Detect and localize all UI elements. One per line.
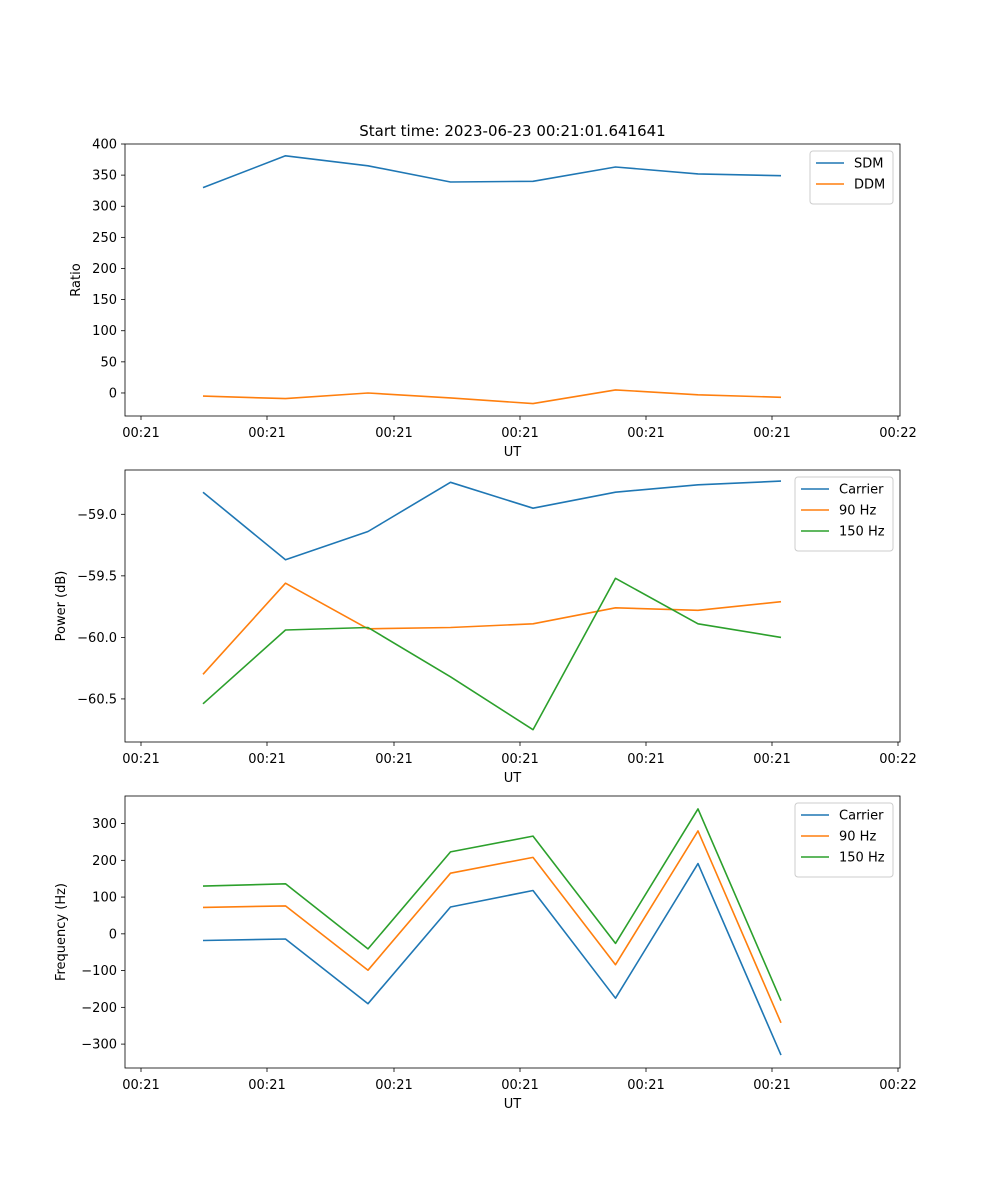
axes-frame xyxy=(124,469,901,743)
legend-entry: 150 Hz xyxy=(839,525,885,540)
y-tick-label: 100 xyxy=(92,891,117,906)
chart-panel-1: 00:21 00:21 00:21 00:21 00:21 00:21 00:22 0 50 10… xyxy=(69,138,917,461)
x-tick-label: 00:21 xyxy=(501,426,538,441)
y-tick-label: −300 xyxy=(81,1038,117,1053)
figure-title: Start time: 2023-06-23 00:21:01.641641 xyxy=(359,122,665,140)
x-tick-label: 00:21 xyxy=(753,426,790,441)
x-tick-label: 00:21 xyxy=(375,752,412,767)
series-line-ddm xyxy=(202,389,782,405)
chart-panel-2: 00:21 00:21 00:21 00:21 00:21 00:21 00:22 −59.0… xyxy=(54,469,917,786)
y-tick-label: 0 xyxy=(109,386,117,401)
x-tick-label: 00:21 xyxy=(248,426,285,441)
y-axis-label: Power (dB) xyxy=(54,571,69,642)
x-axis-label: UT xyxy=(504,1097,522,1112)
series-line-150-hz xyxy=(202,577,782,731)
legend-entry: Carrier xyxy=(839,483,884,498)
x-tick-label: 00:22 xyxy=(879,1078,916,1093)
x-tick-label: 00:21 xyxy=(375,1078,412,1093)
y-tick-label: 50 xyxy=(100,355,117,370)
series-line-90-hz xyxy=(202,830,782,1024)
series-line-90-hz xyxy=(202,582,782,675)
legend: Carrier 90 Hz 150 Hz xyxy=(794,476,894,552)
x-tick-label: 00:21 xyxy=(375,426,412,441)
x-tick-label: 00:21 xyxy=(627,426,664,441)
x-tick-label: 00:22 xyxy=(879,752,916,767)
series-line-carrier xyxy=(202,862,782,1056)
legend: SDM DDM xyxy=(809,150,894,205)
y-tick-label: 350 xyxy=(92,169,117,184)
series-line-150-hz xyxy=(202,808,782,1002)
x-tick-label: 00:21 xyxy=(122,1078,159,1093)
x-tick-label: 00:21 xyxy=(753,1078,790,1093)
y-axis-label: Ratio xyxy=(69,263,84,296)
x-axis-label: UT xyxy=(504,445,522,460)
legend-box xyxy=(794,476,894,552)
legend-entry: 90 Hz xyxy=(839,830,876,845)
y-tick-label: 200 xyxy=(92,262,117,277)
y-tick-label: −59.0 xyxy=(77,508,117,523)
y-tick-label: 300 xyxy=(92,817,117,832)
x-tick-label: 00:21 xyxy=(627,1078,664,1093)
legend-box xyxy=(809,150,894,205)
legend: Carrier 90 Hz 150 Hz xyxy=(794,802,894,878)
x-tick-label: 00:21 xyxy=(122,752,159,767)
y-axis-label: Frequency (Hz) xyxy=(54,883,69,981)
y-tick-label: 400 xyxy=(92,138,117,153)
x-tick-label: 00:21 xyxy=(248,1078,285,1093)
x-tick-label: 00:21 xyxy=(501,752,538,767)
y-tick-label: −59.5 xyxy=(77,569,117,584)
x-tick-label: 00:21 xyxy=(627,752,664,767)
y-tick-label: −200 xyxy=(81,1001,117,1016)
chart-panels: 00:21 00:21 00:21 00:21 00:21 00:21 00:22 0 50 10… xyxy=(54,138,917,1113)
legend-entry: SDM xyxy=(854,157,883,172)
x-axis-label: UT xyxy=(504,771,522,786)
y-tick-label: 0 xyxy=(109,927,117,942)
axes-frame xyxy=(124,795,901,1069)
y-tick-label: 300 xyxy=(92,200,117,215)
axes-frame xyxy=(124,143,901,417)
legend-entry: 150 Hz xyxy=(839,851,885,866)
y-tick-label: −60.5 xyxy=(77,692,117,707)
x-tick-label: 00:21 xyxy=(753,752,790,767)
y-tick-label: −60.0 xyxy=(77,631,117,646)
legend-entry: Carrier xyxy=(839,809,884,824)
x-tick-label: 00:21 xyxy=(501,1078,538,1093)
legend-entry: 90 Hz xyxy=(839,504,876,519)
y-tick-label: −100 xyxy=(81,964,117,979)
y-tick-label: 100 xyxy=(92,324,117,339)
x-tick-label: 00:21 xyxy=(248,752,285,767)
y-tick-label: 200 xyxy=(92,854,117,869)
series-line-carrier xyxy=(202,480,782,561)
legend-entry: DDM xyxy=(854,178,885,193)
legend-box xyxy=(794,802,894,878)
x-tick-label: 00:22 xyxy=(879,426,916,441)
x-tick-label: 00:21 xyxy=(122,426,159,441)
y-tick-label: 250 xyxy=(92,231,117,246)
series-line-sdm xyxy=(202,155,782,189)
chart-panel-3: 00:21 00:21 00:21 00:21 00:21 00:21 00:22 −300 −… xyxy=(54,795,917,1112)
y-tick-label: 150 xyxy=(92,293,117,308)
